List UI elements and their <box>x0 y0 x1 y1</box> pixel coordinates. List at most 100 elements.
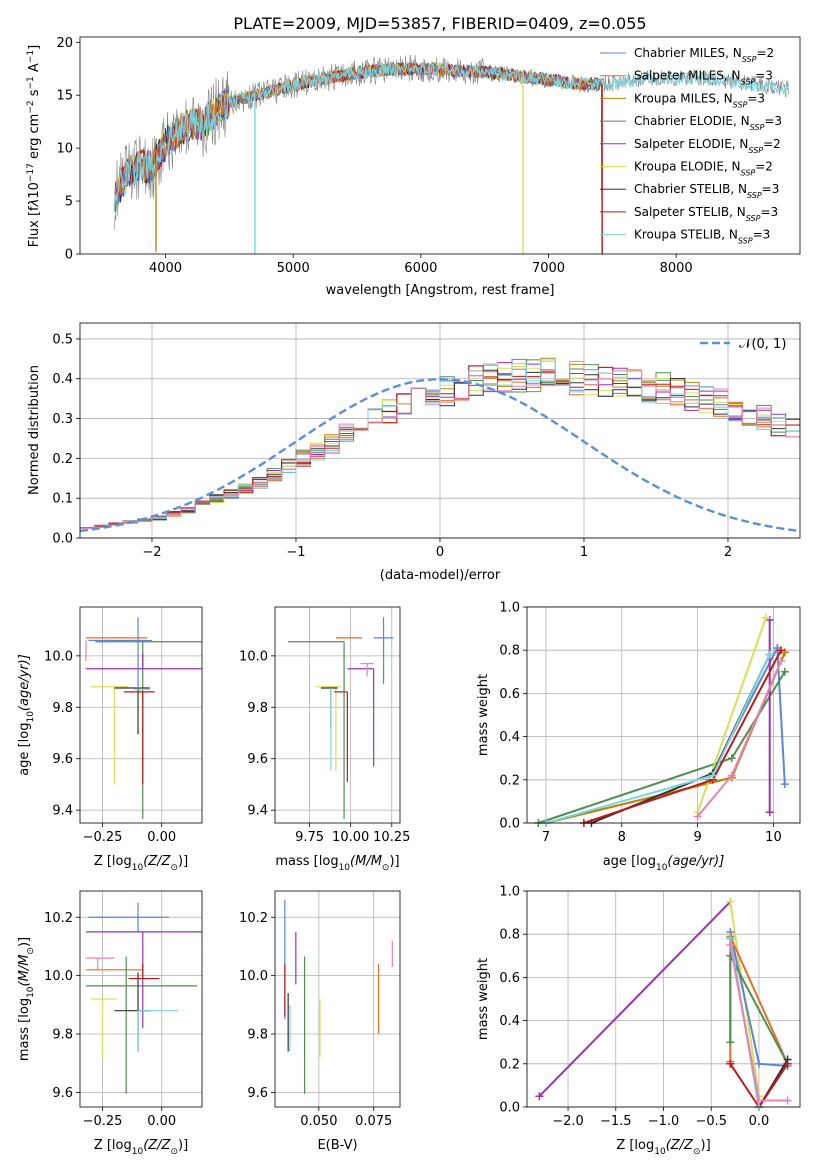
y-tick-label: 0.0 <box>499 817 520 832</box>
y-tick-label: 0.2 <box>499 773 520 788</box>
residual-frame <box>79 322 801 539</box>
normal-curve-line <box>80 377 800 533</box>
y-tick-label: 10.0 <box>239 969 268 984</box>
model-spectrum-line <box>114 61 603 254</box>
errorbar-point <box>347 668 375 767</box>
spectrum-legend: Chabrier MILES, NSSP=2 Salpeter MILES, NS… <box>600 46 782 245</box>
model-spectrum-line <box>114 62 603 254</box>
errorbar-point <box>114 687 150 735</box>
errorbar-point <box>85 957 115 970</box>
errorbar-point <box>334 691 348 782</box>
x-tick-label: −1.5 <box>600 1114 632 1129</box>
residual-panel: −2 −1 0 1 2 0.0 0.1 0.2 0.3 0.4 0.5 (data-model)/er… <box>27 322 801 583</box>
weight-point-marker <box>777 657 786 665</box>
z-mass-x-label: Z [log10(Z/Z⊙)] <box>94 1138 188 1157</box>
weight-point-marker <box>726 897 735 906</box>
residual-histogram-step <box>80 359 800 532</box>
x-tick-label: 7000 <box>532 261 565 276</box>
x-tick-label: −0.5 <box>695 1114 727 1129</box>
model-spectrum-line <box>114 62 603 254</box>
z-age-x-label: Z [log10(Z/Z⊙)] <box>94 854 188 873</box>
z-age-frame <box>79 606 203 824</box>
weight-point-marker <box>761 613 770 622</box>
errorbar-point <box>360 662 374 677</box>
legend-entry: Chabrier MILES, NSSP=2 <box>634 46 774 64</box>
weight-point-marker <box>708 771 717 780</box>
y-tick-label: 5 <box>65 195 73 210</box>
y-tick-label: 10.0 <box>44 969 73 984</box>
errorbar-point <box>128 963 160 980</box>
weight-point-marker <box>726 941 735 949</box>
weight-point-marker <box>780 780 789 789</box>
weight-point-marker <box>727 771 736 780</box>
y-tick-label: 0.0 <box>499 1101 520 1116</box>
legend-entry: Salpeter STELIB, NSSP=3 <box>634 205 778 223</box>
y-tick-label: 0.8 <box>499 928 520 943</box>
y-tick-label: 9.6 <box>52 752 73 767</box>
x-tick-label: 4000 <box>149 261 182 276</box>
y-tick-label: 9.4 <box>247 804 268 819</box>
x-tick-label: −1 <box>286 545 305 560</box>
spectrum-lines <box>113 54 790 254</box>
figure-title: PLATE=2009, MJD=53857, FIBERID=0409, z=0… <box>233 14 646 33</box>
residual-histogram-step <box>80 362 800 532</box>
y-tick-label: 0.4 <box>52 372 73 387</box>
y-tick-label: 20 <box>56 36 73 51</box>
x-tick-label: 7 <box>542 830 550 845</box>
y-tick-label: 0.8 <box>499 644 520 659</box>
errorbar-point <box>90 998 117 1058</box>
z-age-panel: −0.25 0.00 9.4 9.6 9.8 10.0 Z [log10(Z/Z⊙)] age… <box>17 606 203 873</box>
legend-entry: Chabrier STELIB, NSSP=3 <box>634 182 779 200</box>
weight-point-marker <box>535 1092 544 1101</box>
errorbar-point <box>85 653 202 670</box>
legend-entry: Chabrier ELODIE, NSSP=3 <box>634 114 782 132</box>
y-tick-label: 9.8 <box>247 701 268 716</box>
x-tick-label: 10.25 <box>373 830 410 845</box>
x-tick-label: 5000 <box>277 261 310 276</box>
weight-point-marker <box>783 1096 792 1105</box>
age-weight-frame <box>526 606 801 824</box>
age-weight-lines <box>534 613 789 827</box>
model-spectrum-line <box>114 61 603 254</box>
y-tick-label: 1.0 <box>499 601 520 616</box>
y-tick-label: 1.0 <box>499 885 520 900</box>
x-tick-label: 9 <box>693 830 701 845</box>
mass-age-marks <box>288 617 394 820</box>
residual-x-label: (data-model)/error <box>380 568 501 583</box>
x-tick-label: 0.0 <box>749 1114 770 1129</box>
z-weight-panel: −2.0 −1.5 −1.0 −0.5 0.0 0.0 0.2 0.4 0.6 0.8 1.0 Z [… <box>476 885 801 1157</box>
z-age-marks <box>85 617 202 820</box>
z-age-y-label: age [log10(age/yr)] <box>17 654 36 776</box>
ebv-mass-panel: 0.050 0.075 9.6 9.8 10.0 10.2 E(B-V) <box>239 890 401 1153</box>
model-spectrum-line <box>114 62 603 254</box>
legend-entry: 𝒩(0, 1) <box>739 337 786 352</box>
errorbar-point <box>88 617 153 687</box>
y-tick-label: 9.8 <box>52 701 73 716</box>
ebv-mass-marks <box>284 899 393 1094</box>
ebv-mass-frame <box>274 890 401 1108</box>
model-spectrum-line <box>114 61 603 254</box>
legend-entry: Salpeter MILES, NSSP=3 <box>634 69 773 87</box>
errorbar-point <box>85 956 198 1094</box>
errorbar-point <box>88 902 169 932</box>
x-tick-label: 0.075 <box>355 1114 392 1129</box>
x-tick-label: 0.050 <box>300 1114 337 1129</box>
model-spectrum-line <box>114 61 603 254</box>
errorbar-point <box>123 691 155 785</box>
weight-point-marker <box>726 1059 735 1068</box>
z-mass-frame <box>79 890 203 1108</box>
y-tick-label: 10 <box>56 142 73 157</box>
y-tick-label: 9.8 <box>52 1028 73 1043</box>
errorbar-point <box>373 617 394 685</box>
y-tick-label: 0.2 <box>499 1057 520 1072</box>
y-tick-label: 0 <box>65 248 73 263</box>
y-tick-label: 10.2 <box>44 911 73 926</box>
y-tick-label: 0.1 <box>52 492 73 507</box>
y-tick-label: 0.4 <box>499 1014 520 1029</box>
weight-series-line <box>538 671 786 824</box>
mass-age-frame <box>274 606 401 824</box>
x-tick-label: −0.25 <box>83 830 123 845</box>
y-tick-label: 0.3 <box>52 412 73 427</box>
legend-entry: Kroupa MILES, NSSP=3 <box>634 91 765 109</box>
residual-histogram-step <box>80 365 800 532</box>
